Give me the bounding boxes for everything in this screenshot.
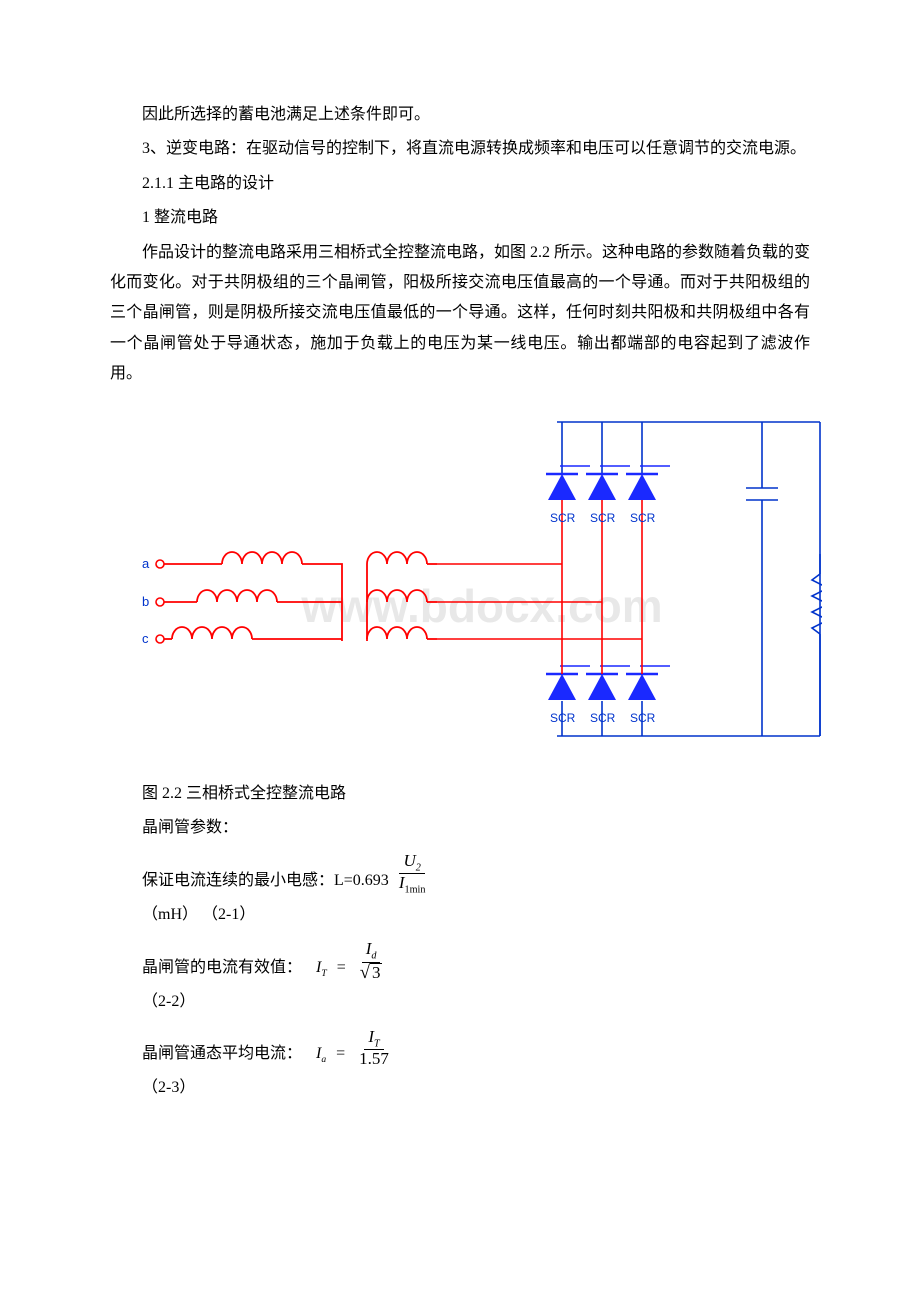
terminal-label: a [142, 556, 150, 571]
scr-label: SCR [630, 511, 656, 525]
radicand: 3 [370, 963, 383, 983]
num-sub: 2 [416, 862, 421, 873]
formula-3-prefix: 晶闸管通态平均电流： [142, 1039, 302, 1069]
den-sub: 1min [404, 885, 425, 896]
source-terminals: a b c [142, 556, 164, 646]
den-val: 1.57 [355, 1050, 393, 1069]
num-sub: d [371, 951, 376, 962]
scr-label: SCR [590, 711, 616, 725]
equals: = [333, 953, 350, 983]
circuit-diagram: www.bdocx.com [142, 404, 810, 765]
scr-group-bottom: SCR SCR SCR [546, 644, 670, 725]
fraction: Id √3 [356, 940, 387, 983]
params-heading: 晶闸管参数： [142, 813, 810, 843]
scr-label: SCR [630, 711, 656, 725]
scr-label: SCR [550, 511, 576, 525]
formula-1-prefix: 保证电流连续的最小电感：L=0.693 [142, 866, 389, 896]
lhs: IT [316, 953, 327, 983]
paragraph: 作品设计的整流电路采用三相桥式全控整流电路，如图 2.2 所示。这种电路的参数随… [110, 238, 810, 390]
num-var: U [403, 851, 415, 870]
paragraph: 因此所选择的蓄电池满足上述条件即可。 [110, 100, 810, 130]
figure-caption: 图 2.2 三相桥式全控整流电路 [142, 779, 810, 809]
equals: = [332, 1039, 349, 1069]
sqrt: √3 [360, 963, 383, 984]
secondary-windings [367, 552, 437, 641]
paragraph: 3、逆变电路：在驱动信号的控制下，将直流电源转换成频率和电压可以任意调节的交流电… [110, 134, 810, 164]
formula-1: 保证电流连续的最小电感：L=0.693 U2 I1min [142, 852, 810, 896]
section-heading: 2.1.1 主电路的设计 [142, 169, 810, 199]
capacitor [746, 422, 778, 736]
scr-label: SCR [590, 511, 616, 525]
lhs-sub: T [321, 968, 326, 979]
lhs-sub: a [321, 1054, 326, 1065]
scr-label: SCR [550, 711, 576, 725]
formula-3-label: （2-3） [142, 1073, 810, 1103]
lhs: Ia [316, 1039, 326, 1069]
formula-1-label: （mH） （2-1） [142, 900, 810, 930]
formula-2-prefix: 晶闸管的电流有效值： [142, 953, 302, 983]
sub-heading: 1 整流电路 [142, 203, 810, 233]
formula-2: 晶闸管的电流有效值： IT = Id √3 [142, 940, 810, 983]
watermark-text: www.bdocx.com [300, 580, 662, 632]
formula-2-label: （2-2） [142, 987, 810, 1017]
terminal-label: b [142, 594, 149, 609]
num-sub: T [374, 1038, 380, 1049]
scr-group-top: SCR SCR SCR [546, 466, 670, 525]
fraction: U2 I1min [395, 852, 430, 896]
phase-wires [437, 524, 642, 644]
formula-3: 晶闸管通态平均电流： Ia = IT 1.57 [142, 1028, 810, 1069]
terminal-label: c [142, 631, 149, 646]
fraction: IT 1.57 [355, 1028, 393, 1069]
primary-windings [164, 552, 342, 641]
